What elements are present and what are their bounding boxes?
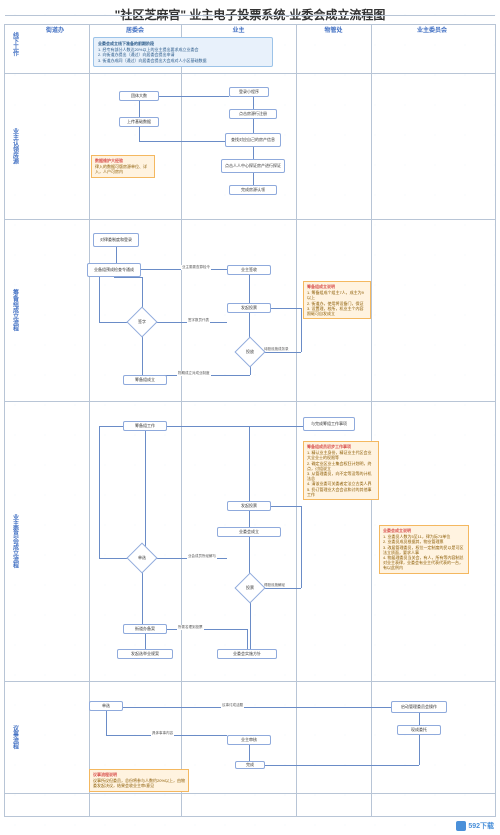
flow-decision: 签字 xyxy=(131,311,153,333)
callout: 筹备组成员初步工作事项1. 精认业主身份，精证业主代区会业大全业士的权限等2. … xyxy=(303,441,379,500)
flow-decision: 投票 xyxy=(239,577,261,599)
edge xyxy=(139,101,140,117)
col-header: 物管处 xyxy=(296,25,371,34)
edge-label: 具体事事内容 xyxy=(151,731,174,736)
edge xyxy=(419,735,420,765)
edge xyxy=(265,765,419,766)
flow-node: 筹备组成立 xyxy=(123,375,167,385)
edge xyxy=(261,588,301,589)
flow-node: 发起投票 xyxy=(227,303,271,313)
flow-node: 团体大数 xyxy=(119,91,159,101)
row-label: 筹备组成立流程 xyxy=(7,219,23,401)
row-label: 业主委员会成立流程 xyxy=(7,401,23,681)
flow-node: 单选 xyxy=(89,701,123,711)
flow-node: 街道办备案 xyxy=(123,624,167,634)
edge xyxy=(271,506,301,507)
callout: 业委会成立说明1. 业委员人数为5至11，律为际73单位2. 业委员成员根据其，… xyxy=(379,525,469,574)
edge-label: 签字数员代表 xyxy=(187,318,210,323)
flow-node: 业委会实施方针 xyxy=(217,649,277,659)
edge-label: 所委名理到投票 xyxy=(177,625,204,630)
edge xyxy=(249,426,250,501)
flow-node: 对律委制度和登录 xyxy=(93,233,139,247)
flow-node: 业委会成立 xyxy=(217,527,281,537)
row-label: 议事流程 xyxy=(7,681,23,793)
edge xyxy=(106,711,107,735)
col-header: 居委会 xyxy=(89,25,181,34)
watermark-text: 592下载 xyxy=(468,821,494,831)
flow-node: 完成 xyxy=(235,761,265,769)
row-label: 业主认领房源 xyxy=(7,73,23,219)
row-label: 线下工作 xyxy=(7,15,23,73)
edge xyxy=(271,308,301,309)
watermark: 592下载 xyxy=(456,821,494,831)
flow-node: 业主审核 xyxy=(227,735,271,745)
flow-node: 上传基础数据 xyxy=(119,117,159,127)
edge xyxy=(419,713,420,725)
col-header: 街道办 xyxy=(21,25,89,34)
flow-node: 查找对应自己的房产信息 xyxy=(225,133,281,147)
edge xyxy=(139,141,225,142)
flow-node: 业备组预成检查令通成 xyxy=(87,263,141,277)
edge-label: 待股设施成务录 xyxy=(263,347,290,352)
flow-node: 登录小程序 xyxy=(229,87,269,97)
col-header: 业主 xyxy=(181,25,296,34)
edge xyxy=(301,506,302,588)
flow-node: 点击人人中心探证房产进行探证 xyxy=(221,159,285,173)
edge xyxy=(114,277,142,278)
flow-node: 发起投票 xyxy=(227,501,271,511)
callout-blue: 业委会成立线下准备的前期阶段1. 经专有部分人数达20%以上的业主提出要求成立业… xyxy=(93,37,273,67)
edge-label: 业主委委查算检令 xyxy=(181,265,211,270)
edge xyxy=(247,629,248,649)
watermark-icon xyxy=(456,821,466,831)
edge xyxy=(99,426,100,558)
flowchart-page: "社区芝麻官" 业主电子投票系统-业委会成立流程图 街道办居委会业主物管处业主委… xyxy=(0,0,500,835)
flow-node: 发起选举业规案 xyxy=(117,649,173,659)
edge xyxy=(142,569,143,624)
flow-node: 完成房源认领 xyxy=(229,185,277,195)
callout: 筹备组成立说明1. 筹备组成个组主7人，成主为9以上2. 街道办，使用将设备门，… xyxy=(303,281,371,319)
edge xyxy=(249,275,250,303)
edge xyxy=(301,308,302,352)
edge xyxy=(250,599,251,649)
edge-label: 议事讨成活题 xyxy=(221,703,244,708)
edge xyxy=(159,96,229,97)
edge xyxy=(167,426,303,427)
edge xyxy=(145,634,146,649)
flow-node: 点击房源行注册 xyxy=(229,109,277,119)
edge xyxy=(249,745,250,761)
callout: 数据维护大经验律入的数据可版房源单位、详入，人户可房内 xyxy=(91,155,155,178)
edge xyxy=(116,247,117,263)
page-title: "社区芝麻官" 业主电子投票系统-业委会成立流程图 xyxy=(0,0,500,27)
edge xyxy=(249,511,250,577)
flow-node: 业主签收 xyxy=(227,265,271,275)
callout: 议事流程说明议事所议但委员，总份将参与人数约20%以上，由物委发起决议，结果会收… xyxy=(89,769,189,792)
edge xyxy=(142,333,143,375)
flow-node: 现成委托 xyxy=(397,725,441,735)
edge-label: 业会成员所经解与 xyxy=(187,554,217,559)
flow-node: 与完成筹组工作事项 xyxy=(303,417,355,431)
grid-frame: 街道办居委会业主物管处业主委员会线下工作业主认领房源筹备组成立流程业主委员会成立… xyxy=(4,24,496,817)
edge xyxy=(261,352,301,353)
edge xyxy=(123,707,391,708)
flow-node: 筹备组工作 xyxy=(123,421,167,431)
edge xyxy=(145,431,146,547)
flow-decision: 投放 xyxy=(239,341,261,363)
flow-node: 启动管理委员会操作 xyxy=(391,701,447,713)
edge-label: 物期成立对成业制度 xyxy=(177,371,211,376)
edge-label: 得股设施解经 xyxy=(263,583,286,588)
flow-decision: 单选 xyxy=(131,547,153,569)
col-header: 业主委员会 xyxy=(371,25,493,34)
edge xyxy=(99,426,123,427)
edge xyxy=(139,127,140,141)
